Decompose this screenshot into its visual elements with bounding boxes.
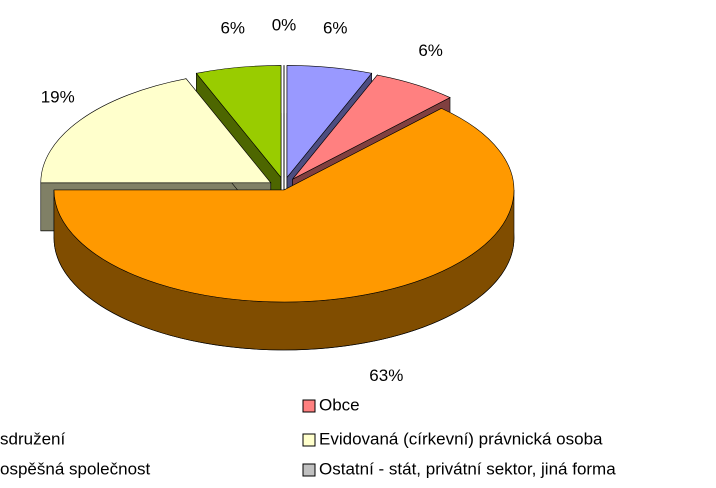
data-label: 63% bbox=[369, 366, 403, 385]
data-label: 6% bbox=[418, 41, 443, 60]
legend-marker bbox=[302, 463, 316, 477]
data-label: 0% bbox=[272, 15, 297, 34]
slice bbox=[195, 65, 282, 179]
data-label: 6% bbox=[323, 18, 348, 37]
legend-label: Evidovaná (církevní) právnická osoba bbox=[319, 429, 603, 448]
legend-marker bbox=[302, 433, 316, 447]
slice bbox=[53, 108, 515, 303]
legend-label: ospěšná společnost bbox=[0, 459, 151, 478]
legend-label: Obce bbox=[319, 395, 360, 414]
slice bbox=[40, 78, 272, 184]
slice bbox=[292, 74, 451, 180]
legend-marker bbox=[302, 399, 316, 413]
slice bbox=[286, 65, 373, 179]
legend-label: sdružení bbox=[0, 429, 65, 448]
data-label: 6% bbox=[220, 18, 245, 37]
legend-label: Ostatní - stát, privátní sektor, jiná fo… bbox=[319, 459, 616, 478]
data-label: 19% bbox=[41, 87, 75, 106]
